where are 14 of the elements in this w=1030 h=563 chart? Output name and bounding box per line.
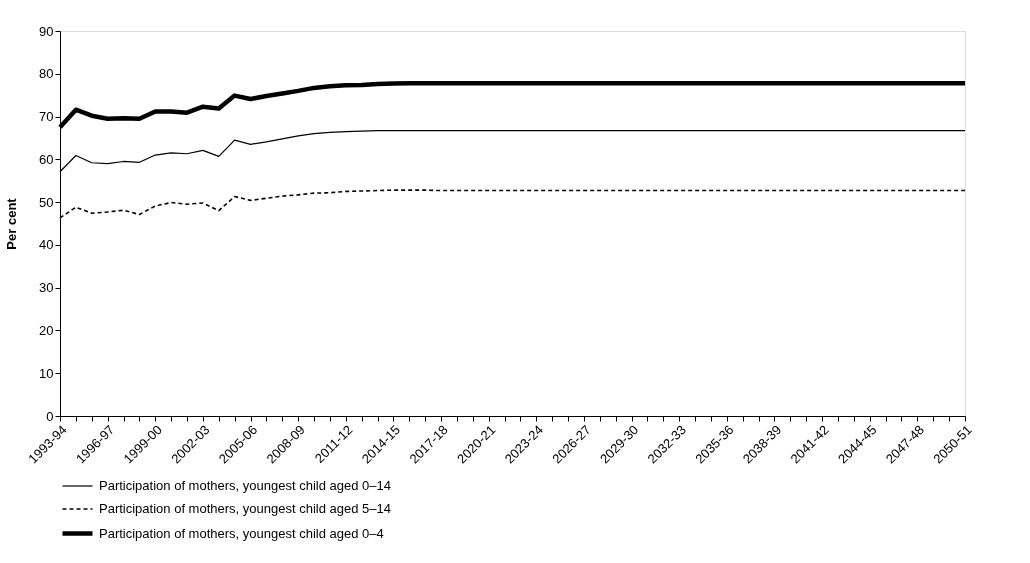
y-tick-label: 50 [39, 194, 54, 210]
legend-label: Participation of mothers, youngest child aged 0–14 [99, 478, 391, 493]
legend-label: Participation of mothers, youngest child aged 0–4 [99, 525, 384, 541]
y-tick-label: 30 [39, 280, 54, 296]
y-tick-label: 0 [46, 408, 54, 424]
legend-label: Participation of mothers, youngest child aged 5–14 [99, 501, 391, 516]
y-tick-label: 10 [39, 365, 54, 381]
y-tick-label: 20 [39, 322, 54, 338]
y-tick-label: 80 [39, 66, 54, 82]
y-tick-label: 60 [39, 151, 54, 167]
y-axis-title: Per cent [4, 197, 20, 250]
y-tick-label: 40 [39, 237, 54, 253]
y-tick-label: 90 [39, 23, 54, 39]
y-tick-label: 70 [39, 109, 54, 125]
